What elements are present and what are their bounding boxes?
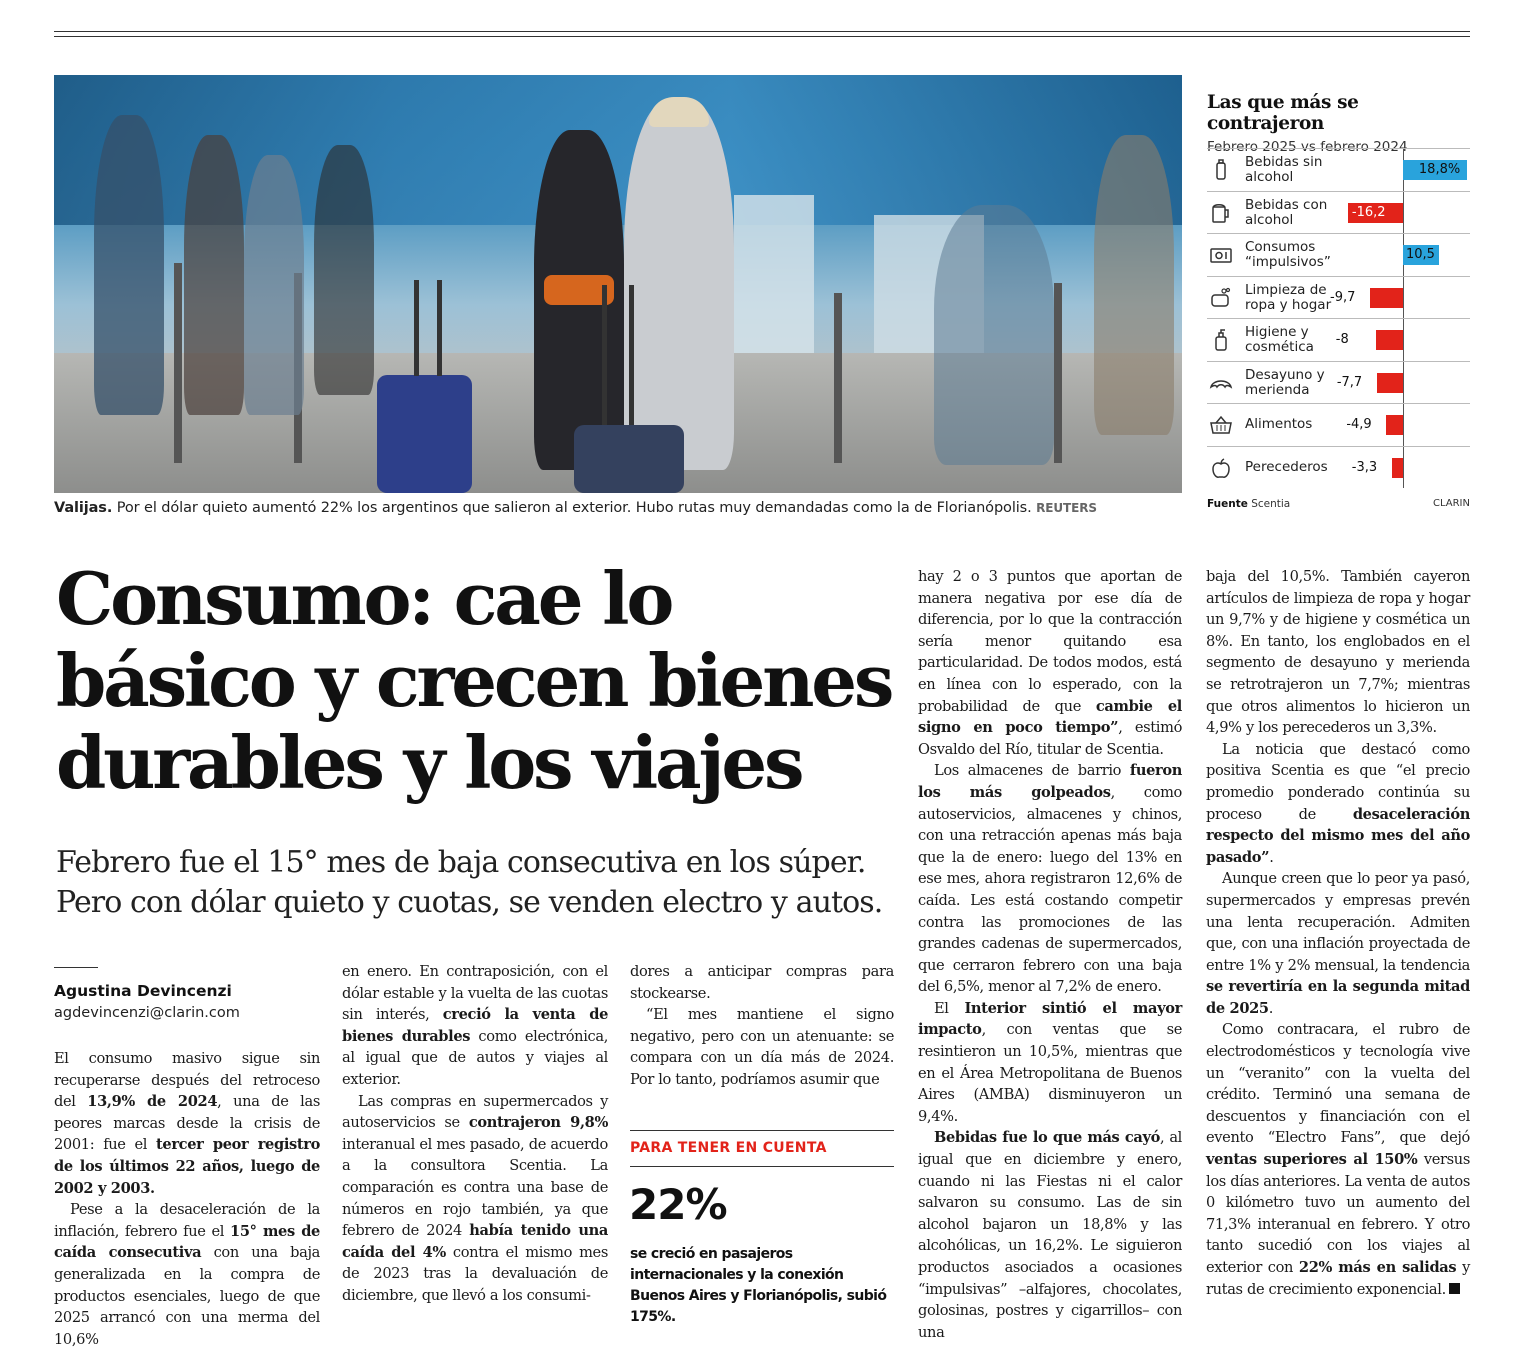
chart-category-label: Alimentos bbox=[1245, 416, 1313, 432]
detergent-icon bbox=[1209, 286, 1233, 310]
caption-lead: Valijas. bbox=[54, 500, 113, 516]
author-name: Agustina Devincenzi bbox=[54, 982, 232, 1000]
chart-category-label: Bebidas con alcohol bbox=[1245, 196, 1328, 228]
chart-bar bbox=[1375, 330, 1403, 351]
chart-category-label: Consumos “impulsivos” bbox=[1245, 239, 1331, 270]
chart-row: Alimentos -4,9 bbox=[1207, 403, 1470, 447]
chart-category-label: Higiene y cosmética bbox=[1245, 324, 1314, 355]
chart-plot-area: Bebidas sin alcohol 18,8% Bebidas con alcoho… bbox=[1207, 148, 1470, 488]
airport-photo bbox=[54, 75, 1182, 493]
paragraph: El consumo masivo sigue sin recuperarse … bbox=[54, 1050, 320, 1197]
paragraph: El Interior sintió el mayor impacto, con… bbox=[918, 999, 1182, 1125]
end-mark-icon bbox=[1448, 1282, 1460, 1294]
chart-value-label: -4,9 bbox=[1346, 417, 1372, 433]
chart-bar bbox=[1347, 202, 1403, 223]
chart-row: Perecederos -3,3 bbox=[1207, 445, 1470, 490]
paragraph: “El mes mantiene el signo negativo, pero… bbox=[630, 1006, 894, 1088]
source-name: Scentia bbox=[1251, 498, 1291, 510]
chart-bar bbox=[1370, 287, 1403, 308]
chart-brand: CLARIN bbox=[1432, 498, 1470, 509]
body-column-1: El consumo masivo sigue sin recuperarse … bbox=[54, 1048, 320, 1350]
paragraph: baja del 10,5%. También cayeron artículo… bbox=[1206, 568, 1470, 737]
chart-row: Higiene y cosmética -8 bbox=[1207, 318, 1470, 362]
croissant-icon bbox=[1209, 371, 1233, 395]
chart-value-label: 10,5 bbox=[1406, 247, 1435, 263]
chart-bar bbox=[1403, 245, 1439, 266]
chart-category-label: Bebidas sin alcohol bbox=[1245, 154, 1323, 185]
photo-caption: Valijas. Por el dólar quieto aumentó 22%… bbox=[54, 500, 1182, 516]
photo-credit: REUTERS bbox=[1036, 501, 1097, 515]
chart-row: Bebidas sin alcohol 18,8% bbox=[1207, 148, 1470, 192]
author-email: agdevincenzi@clarin.com bbox=[54, 1005, 240, 1021]
paragraph: Las compras en supermercados y autoservi… bbox=[342, 1092, 608, 1304]
beer-mug-icon bbox=[1209, 201, 1233, 225]
paragraph: en enero. En contraposición, con el dóla… bbox=[342, 963, 609, 1088]
chart-value-label: -7,7 bbox=[1336, 374, 1363, 390]
caption-text: Por el dólar quieto aumentó 22% los arge… bbox=[112, 500, 1032, 516]
body-column-5: baja del 10,5%. También cayeron artículo… bbox=[1206, 566, 1470, 1300]
top-rule bbox=[54, 31, 1470, 37]
microwave-icon bbox=[1209, 243, 1233, 267]
chart-row: Bebidas con alcohol -16,2 bbox=[1207, 190, 1470, 235]
contraction-chart: Las que más se contrajeron Febrero 2025 … bbox=[1207, 92, 1470, 488]
source-label: Fuente bbox=[1207, 498, 1248, 510]
paragraph: Como contracara, el rubro de electrodomé… bbox=[1206, 1021, 1470, 1298]
deck: Febrero fue el 15° mes de baja consecuti… bbox=[56, 845, 883, 920]
soap-bottle-icon bbox=[1209, 328, 1233, 352]
chart-bar bbox=[1386, 415, 1403, 436]
paragraph: dores a anticipar compras para stockears… bbox=[630, 963, 894, 1002]
chart-row: Consumos “impulsivos” 10,5 bbox=[1207, 233, 1470, 277]
body-column-3: dores a anticipar compras para stockears… bbox=[630, 961, 894, 1091]
basket-icon bbox=[1209, 413, 1233, 437]
chart-value-label: -8 bbox=[1335, 332, 1349, 348]
chart-subtitle: Febrero 2025 vs febrero 2024 bbox=[1207, 139, 1408, 155]
chart-category-label: Desayuno y merienda bbox=[1245, 366, 1325, 398]
chart-value-label: 18,8% bbox=[1418, 162, 1461, 178]
callout-text: se creció en pasajeros internacionales y… bbox=[630, 1246, 887, 1325]
chart-title: Las que más se contrajeron bbox=[1207, 92, 1359, 134]
headline: Consumo: cae lo básico y crecen bienes d… bbox=[56, 556, 894, 805]
body-column-4: hay 2 o 3 puntos que aportan de manera n… bbox=[918, 566, 1182, 1343]
bottle-icon bbox=[1209, 158, 1233, 182]
chart-bar bbox=[1391, 457, 1403, 478]
paragraph: Los almacenes de barrio fueron los más g… bbox=[918, 762, 1182, 996]
callout-top-rule bbox=[630, 1130, 894, 1131]
chart-row: Desayuno y merienda -7,7 bbox=[1207, 360, 1470, 405]
callout-label: PARA TENER EN CUENTA bbox=[630, 1140, 827, 1156]
paragraph: Aunque creen que lo peor ya pasó, superm… bbox=[1206, 870, 1470, 1017]
byline-rule bbox=[54, 967, 98, 968]
paragraph: hay 2 o 3 puntos que aportan de manera n… bbox=[918, 568, 1183, 758]
chart-bar bbox=[1376, 372, 1403, 393]
paragraph: Bebidas fue lo que más cayó, al igual qu… bbox=[918, 1129, 1182, 1341]
paragraph: Pese a la desaceleración de la inflación… bbox=[54, 1201, 320, 1348]
callout-figure: 22% bbox=[629, 1180, 728, 1229]
chart-category-label: Perecederos bbox=[1245, 458, 1328, 475]
chart-category-label: Limpieza de ropa y hogar bbox=[1245, 281, 1332, 313]
chart-footer: Fuente Scentia CLARIN bbox=[1207, 498, 1470, 510]
chart-row: Limpieza de ropa y hogar -9,7 bbox=[1207, 275, 1470, 320]
paragraph: La noticia que destacó como positiva Sce… bbox=[1206, 740, 1470, 866]
callout-rule bbox=[630, 1166, 894, 1167]
chart-value-label: -3,3 bbox=[1351, 459, 1378, 475]
body-column-2: en enero. En contraposición, con el dóla… bbox=[342, 961, 608, 1307]
chart-value-label: -16,2 bbox=[1351, 204, 1386, 220]
apple-icon bbox=[1209, 456, 1233, 480]
chart-bar bbox=[1403, 160, 1467, 181]
chart-value-label: -9,7 bbox=[1330, 289, 1356, 305]
